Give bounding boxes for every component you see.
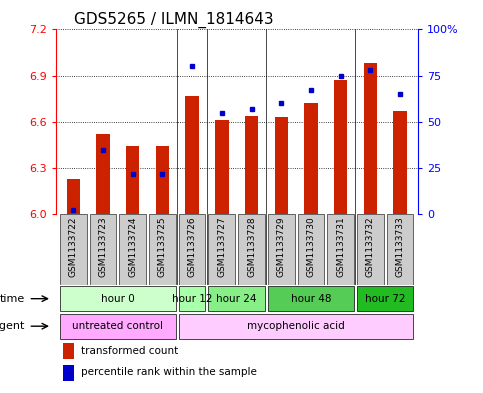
Text: hour 12: hour 12	[172, 294, 213, 304]
Text: GSM1133725: GSM1133725	[158, 216, 167, 277]
Text: untreated control: untreated control	[72, 321, 163, 331]
Bar	[215, 120, 228, 214]
Bar	[245, 116, 258, 214]
Bar	[357, 286, 413, 311]
Bar	[298, 214, 324, 285]
Text: GDS5265 / ILMN_1814643: GDS5265 / ILMN_1814643	[73, 12, 273, 28]
Text: GSM1133730: GSM1133730	[306, 216, 315, 277]
Bar	[364, 63, 377, 214]
Bar	[156, 147, 169, 214]
Text: GSM1133724: GSM1133724	[128, 216, 137, 277]
Text: percentile rank within the sample: percentile rank within the sample	[81, 367, 257, 378]
Bar	[63, 343, 73, 359]
Bar	[274, 117, 288, 214]
Bar	[63, 365, 73, 380]
Text: GSM1133733: GSM1133733	[396, 216, 404, 277]
Bar	[334, 80, 347, 214]
Text: GSM1133731: GSM1133731	[336, 216, 345, 277]
Text: GSM1133722: GSM1133722	[69, 216, 78, 277]
Bar	[238, 214, 265, 285]
Bar	[304, 103, 318, 214]
Bar	[209, 286, 265, 311]
Bar	[386, 214, 413, 285]
Bar	[90, 214, 116, 285]
Bar	[393, 111, 407, 214]
Bar	[126, 147, 140, 214]
Bar	[97, 134, 110, 214]
Text: time: time	[0, 294, 25, 304]
Bar	[119, 214, 146, 285]
Bar	[60, 214, 87, 285]
Text: hour 24: hour 24	[216, 294, 257, 304]
Text: GSM1133728: GSM1133728	[247, 216, 256, 277]
Text: GSM1133723: GSM1133723	[99, 216, 108, 277]
Bar	[179, 314, 413, 338]
Bar	[185, 95, 199, 214]
Bar	[268, 286, 354, 311]
Bar	[268, 214, 295, 285]
Bar	[179, 214, 205, 285]
Bar	[357, 214, 384, 285]
Text: agent: agent	[0, 321, 25, 331]
Bar	[67, 179, 80, 214]
Text: GSM1133726: GSM1133726	[187, 216, 197, 277]
Text: hour 0: hour 0	[101, 294, 135, 304]
Bar	[60, 286, 176, 311]
Bar	[327, 214, 354, 285]
Text: hour 72: hour 72	[365, 294, 405, 304]
Text: hour 48: hour 48	[291, 294, 331, 304]
Text: GSM1133727: GSM1133727	[217, 216, 227, 277]
Bar	[149, 214, 176, 285]
Bar	[60, 314, 176, 338]
Text: GSM1133732: GSM1133732	[366, 216, 375, 277]
Text: GSM1133729: GSM1133729	[277, 216, 286, 277]
Bar	[209, 214, 235, 285]
Text: transformed count: transformed count	[81, 346, 178, 356]
Text: mycophenolic acid: mycophenolic acid	[247, 321, 345, 331]
Bar	[179, 286, 205, 311]
